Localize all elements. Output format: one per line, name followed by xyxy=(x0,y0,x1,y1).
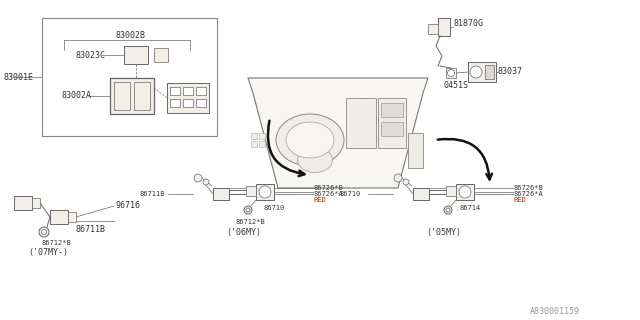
Bar xyxy=(124,46,148,64)
Text: 83037: 83037 xyxy=(498,68,523,76)
Circle shape xyxy=(42,229,47,235)
Bar xyxy=(213,188,229,200)
Bar xyxy=(256,184,274,200)
Bar xyxy=(32,198,40,208)
Bar xyxy=(381,122,403,136)
Text: 96716: 96716 xyxy=(116,202,141,211)
Bar xyxy=(408,133,423,168)
Text: 86712*B: 86712*B xyxy=(42,240,72,246)
Ellipse shape xyxy=(276,114,344,166)
Text: 86726*B: 86726*B xyxy=(314,185,344,191)
Bar xyxy=(196,99,206,107)
Bar xyxy=(446,68,456,78)
Circle shape xyxy=(194,174,202,182)
Text: 86726*B: 86726*B xyxy=(514,185,544,191)
Bar xyxy=(438,18,450,36)
Bar xyxy=(14,196,32,210)
Bar xyxy=(259,133,265,139)
Text: A830001159: A830001159 xyxy=(530,308,580,316)
Text: ('06MY): ('06MY) xyxy=(226,228,261,237)
Circle shape xyxy=(394,174,402,182)
Bar xyxy=(183,99,193,107)
Text: 86726*A: 86726*A xyxy=(314,191,344,197)
Bar xyxy=(246,186,256,196)
Bar xyxy=(167,83,209,113)
Text: RED: RED xyxy=(514,197,527,203)
Bar xyxy=(251,133,257,139)
Bar xyxy=(114,82,130,110)
Text: 83002B: 83002B xyxy=(115,30,145,39)
Text: 83023C: 83023C xyxy=(76,51,106,60)
Bar xyxy=(378,98,406,148)
Circle shape xyxy=(459,186,471,198)
Bar xyxy=(68,212,76,222)
Bar xyxy=(428,24,438,34)
Bar xyxy=(196,87,206,95)
Circle shape xyxy=(403,179,409,185)
Text: ('05MY): ('05MY) xyxy=(426,228,461,237)
Bar xyxy=(170,99,180,107)
Bar xyxy=(446,186,456,196)
Bar xyxy=(251,141,257,147)
Text: 86712*B: 86712*B xyxy=(236,219,266,225)
Bar xyxy=(485,65,494,79)
Text: 86711B: 86711B xyxy=(140,191,166,197)
Text: 86726*A: 86726*A xyxy=(514,191,544,197)
Bar xyxy=(110,78,154,114)
Text: 86710: 86710 xyxy=(263,205,284,211)
Bar xyxy=(42,18,217,136)
Circle shape xyxy=(244,206,252,214)
Ellipse shape xyxy=(298,148,333,172)
Text: ('07MY-): ('07MY-) xyxy=(28,249,68,258)
Bar xyxy=(183,87,193,95)
Text: 86710: 86710 xyxy=(340,191,361,197)
Bar xyxy=(134,82,150,110)
Bar xyxy=(413,188,429,200)
Circle shape xyxy=(470,66,482,78)
Bar xyxy=(468,62,496,82)
Text: 83002A: 83002A xyxy=(62,92,92,100)
Text: 0451S: 0451S xyxy=(444,82,469,91)
Text: 86714: 86714 xyxy=(460,205,481,211)
Bar xyxy=(154,48,168,62)
Bar xyxy=(50,210,68,224)
Circle shape xyxy=(259,186,271,198)
Circle shape xyxy=(446,208,450,212)
Bar xyxy=(346,98,376,148)
Polygon shape xyxy=(248,78,428,188)
Bar xyxy=(170,87,180,95)
Circle shape xyxy=(203,179,209,185)
Circle shape xyxy=(444,206,452,214)
Ellipse shape xyxy=(286,122,334,158)
Circle shape xyxy=(246,208,250,212)
Circle shape xyxy=(39,227,49,237)
Circle shape xyxy=(447,69,454,76)
Text: 86711B: 86711B xyxy=(76,225,106,234)
Bar xyxy=(381,103,403,117)
Text: RED: RED xyxy=(314,197,327,203)
Bar xyxy=(456,184,474,200)
Text: 81870G: 81870G xyxy=(453,20,483,28)
Bar xyxy=(259,141,265,147)
Text: 83001E: 83001E xyxy=(4,73,34,82)
